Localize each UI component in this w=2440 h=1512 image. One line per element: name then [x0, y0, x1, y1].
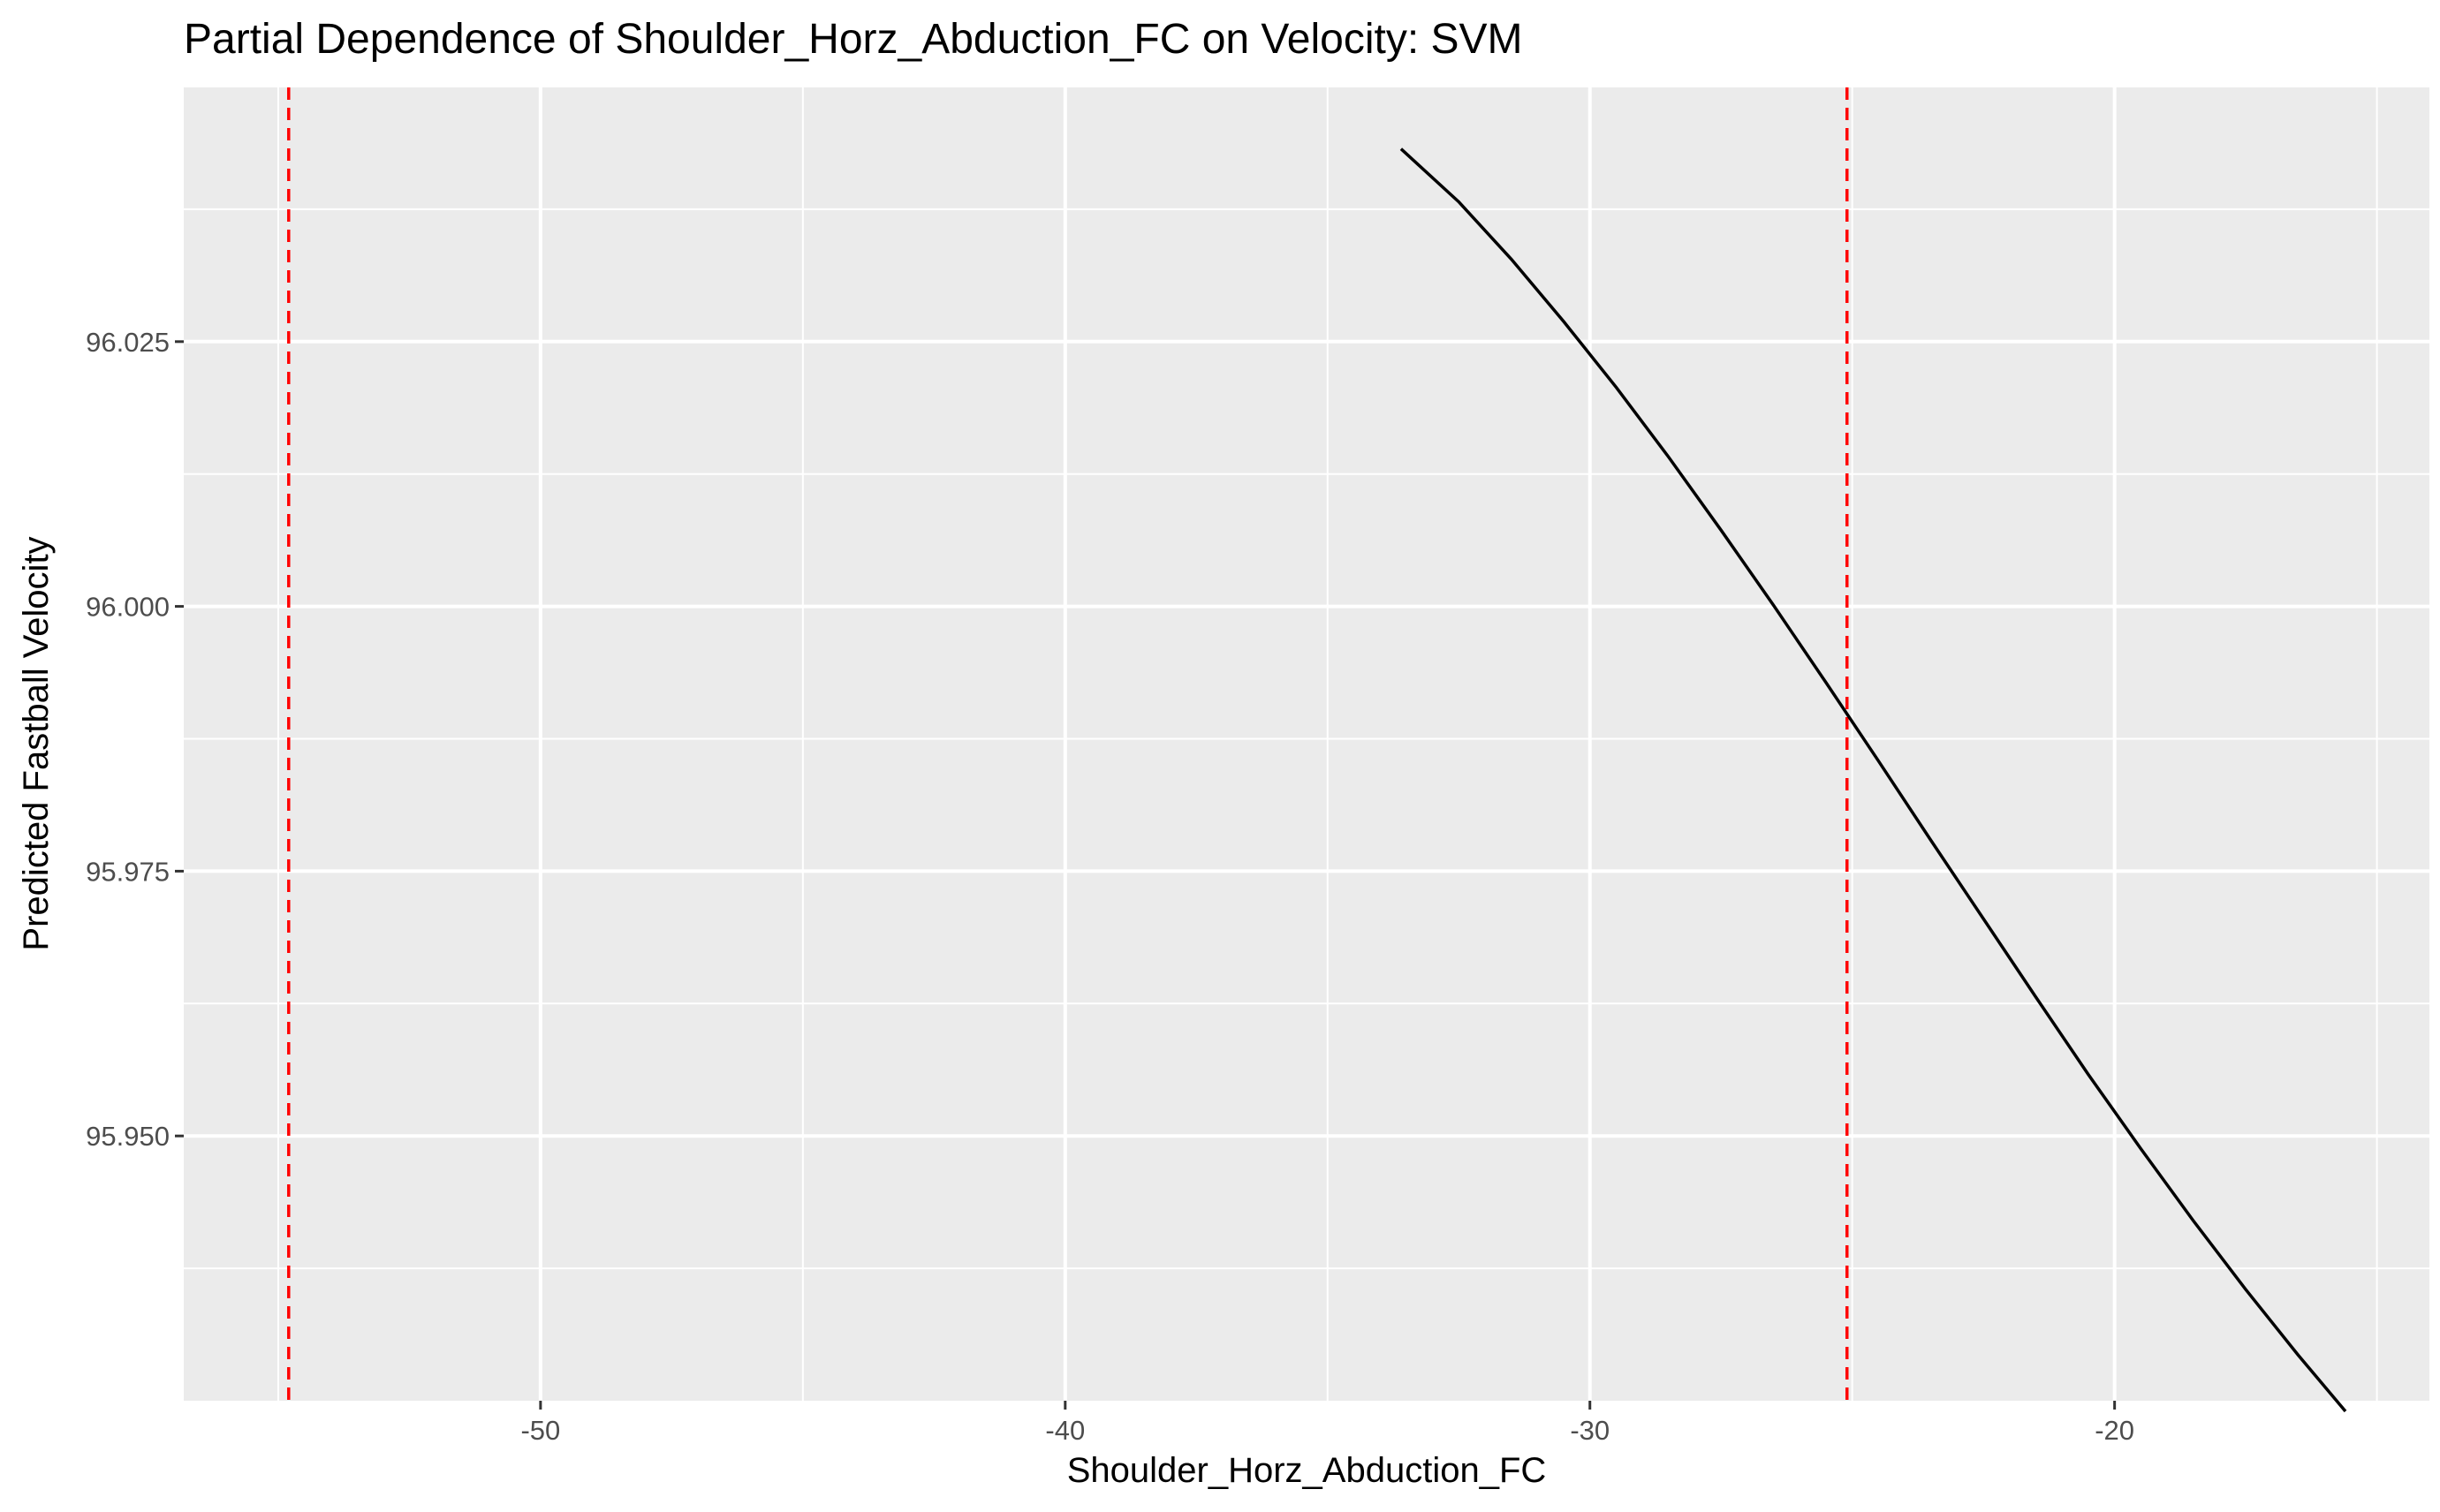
x-axis-title: Shoulder_Horz_Abduction_FC: [1067, 1451, 1547, 1490]
y-axis-title: Predicted Fastball Velocity: [17, 536, 56, 950]
y-tick-label: 96.000: [86, 592, 170, 623]
chart-title: Partial Dependence of Shoulder_Horz_Abdu…: [184, 16, 1523, 63]
minor-gridlines: [184, 87, 2429, 1401]
x-axis-ticks: -50 -40 -30 -20: [520, 1401, 2134, 1446]
y-tick-label: 95.975: [86, 856, 170, 887]
x-tick-label: -40: [1045, 1415, 1085, 1446]
partial-dependence-line: [1399, 147, 2347, 1413]
plot-panel: [184, 87, 2429, 1401]
major-gridlines: [184, 87, 2429, 1401]
x-tick-label: -50: [520, 1415, 560, 1446]
y-tick-label: 96.025: [86, 327, 170, 358]
y-tick-label: 95.950: [86, 1121, 170, 1152]
x-tick-label: -30: [1570, 1415, 1610, 1446]
reference-lines: [287, 87, 1849, 1401]
y-axis-ticks: 95.950 95.975 96.000 96.025: [86, 327, 184, 1152]
x-tick-label: -20: [2095, 1415, 2134, 1446]
